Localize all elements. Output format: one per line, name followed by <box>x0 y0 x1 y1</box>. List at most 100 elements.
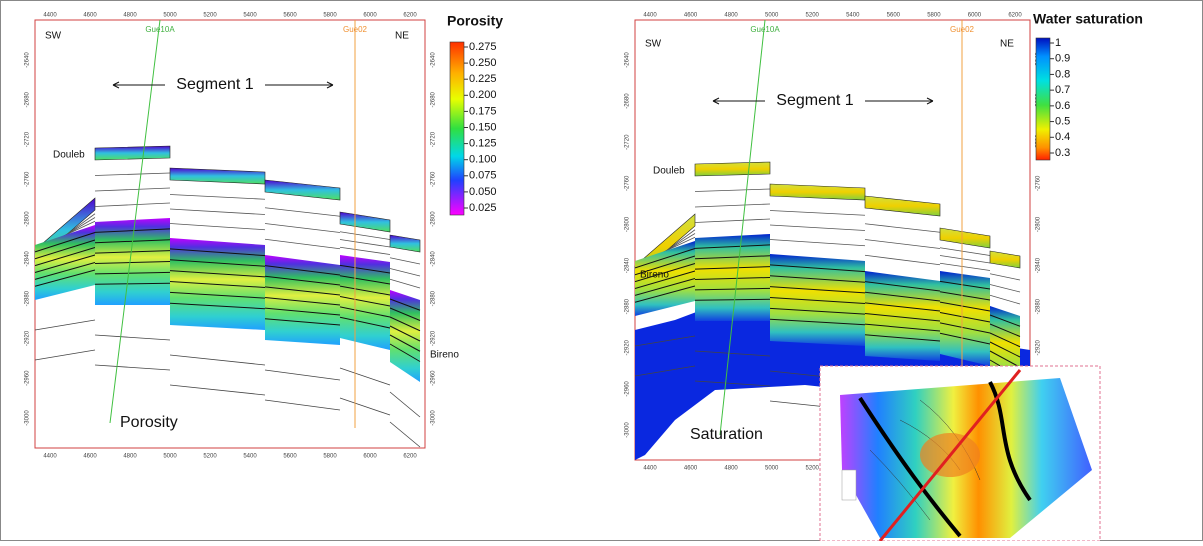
horizon-label: Bireno <box>640 270 669 281</box>
horizon-line <box>339 285 391 296</box>
colorbar-label: 0.225 <box>469 73 497 85</box>
horizon-line <box>94 282 171 285</box>
x-tick-label: 5800 <box>323 13 337 19</box>
y-tick-label: -2920 <box>25 330 31 346</box>
upper-layer <box>864 195 941 217</box>
horizon-line <box>389 343 421 362</box>
horizon-line <box>169 354 266 366</box>
horizon-line <box>389 325 421 342</box>
upper-layer <box>694 161 771 177</box>
horizon-line <box>634 365 696 377</box>
horizon-line <box>264 369 341 381</box>
horizon-line <box>389 316 421 332</box>
horizon-line <box>94 172 171 176</box>
x-tick-label: 5600 <box>283 13 297 19</box>
horizon-line <box>34 254 96 273</box>
colorbar-label: 0.175 <box>469 105 497 117</box>
x-tick-label: 4600 <box>684 13 698 19</box>
y-tick-label: -2840 <box>625 257 631 273</box>
direction-label: SW <box>45 31 62 42</box>
horizon-line <box>989 341 1021 358</box>
x-tick-label: 4400 <box>43 13 57 19</box>
horizon-line <box>989 350 1021 368</box>
y-tick-label: -2640 <box>25 52 31 68</box>
x-tick-label: 6200 <box>1008 13 1022 19</box>
x-tick-label: 5400 <box>243 454 257 460</box>
horizon-line <box>634 270 696 289</box>
y-tick-label: -2920 <box>625 339 631 355</box>
upper-layer <box>339 211 391 233</box>
horizon-line <box>769 210 866 216</box>
horizon-line <box>264 307 341 316</box>
horizon-line <box>694 277 771 280</box>
colorbar-label: 0.5 <box>1055 115 1070 127</box>
y-tick-label: -2960 <box>25 370 31 386</box>
horizon-line <box>94 187 171 192</box>
y-tick-label: -2680 <box>625 93 631 109</box>
horizon-line <box>264 318 341 326</box>
horizon-line <box>864 291 941 302</box>
x-tick-label: 6200 <box>403 13 417 19</box>
y-tick-label: -2760 <box>1036 175 1042 191</box>
y-tick-label: -3000 <box>625 422 631 438</box>
horizon-line <box>694 244 771 249</box>
horizon-line <box>34 319 96 331</box>
horizon-line <box>634 278 696 296</box>
horizon-line <box>634 335 696 347</box>
reservoir-layer <box>940 271 990 366</box>
horizon-line <box>989 332 1021 348</box>
x-tick-label: 4800 <box>724 466 738 472</box>
horizon-line <box>169 208 266 215</box>
segment-label: Segment 1 <box>776 92 853 109</box>
y-tick-label: -2640 <box>625 52 631 68</box>
horizon-line <box>769 307 866 315</box>
horizon-line <box>939 262 991 271</box>
horizon-line <box>264 265 341 276</box>
horizon-line <box>989 323 1021 337</box>
y-tick-label: -2800 <box>1036 216 1042 232</box>
porosity-panel: Gue10A Gue02 SW NE Segment 1 Douleb Bireno Poro… <box>25 13 504 460</box>
horizon-line <box>264 297 341 306</box>
inset-fault <box>858 396 962 538</box>
horizon-line <box>169 259 266 267</box>
colorbar-label: 0.3 <box>1055 147 1070 159</box>
direction-label: SW <box>645 39 662 50</box>
horizon-line <box>864 223 941 233</box>
colorbar-label: 0.200 <box>469 89 497 101</box>
horizon-line <box>694 298 771 301</box>
horizon-line <box>339 306 391 318</box>
horizon-line <box>769 224 866 231</box>
horizon-line <box>94 202 171 207</box>
horizon-line <box>694 380 771 387</box>
horizon-line <box>339 275 391 285</box>
horizon-line <box>864 254 941 266</box>
horizon-line <box>339 239 391 248</box>
horizon-line <box>769 318 866 326</box>
x-tick-label: 6000 <box>968 13 982 19</box>
y-tick-label: -2880 <box>25 290 31 306</box>
y-tick-label: -2840 <box>1036 257 1042 273</box>
colorbar-label: 0.6 <box>1055 100 1070 112</box>
inset-legend <box>841 469 857 501</box>
x-tick-label: 5000 <box>163 13 177 19</box>
y-tick-label: -2640 <box>431 52 437 68</box>
horizon-line <box>694 203 771 208</box>
horizon-line <box>34 232 96 253</box>
y-tick-label: -2760 <box>25 171 31 187</box>
horizon-line <box>94 261 171 264</box>
y-tick-label: -2840 <box>25 251 31 267</box>
horizon-line <box>769 297 866 304</box>
horizon-line <box>389 421 421 448</box>
x-tick-label: 5800 <box>323 454 337 460</box>
x-tick-label: 5000 <box>765 466 779 472</box>
y-tick-label: -2720 <box>25 131 31 147</box>
y-tick-label: -2880 <box>1036 298 1042 314</box>
horizon-line <box>694 287 771 291</box>
horizon-line <box>94 364 171 371</box>
inset-section-line <box>878 369 1022 542</box>
horizon-line <box>634 263 696 283</box>
horizon-line <box>339 246 391 255</box>
horizon-line <box>169 270 266 278</box>
horizon-line <box>34 349 96 361</box>
horizon-line <box>939 322 991 334</box>
